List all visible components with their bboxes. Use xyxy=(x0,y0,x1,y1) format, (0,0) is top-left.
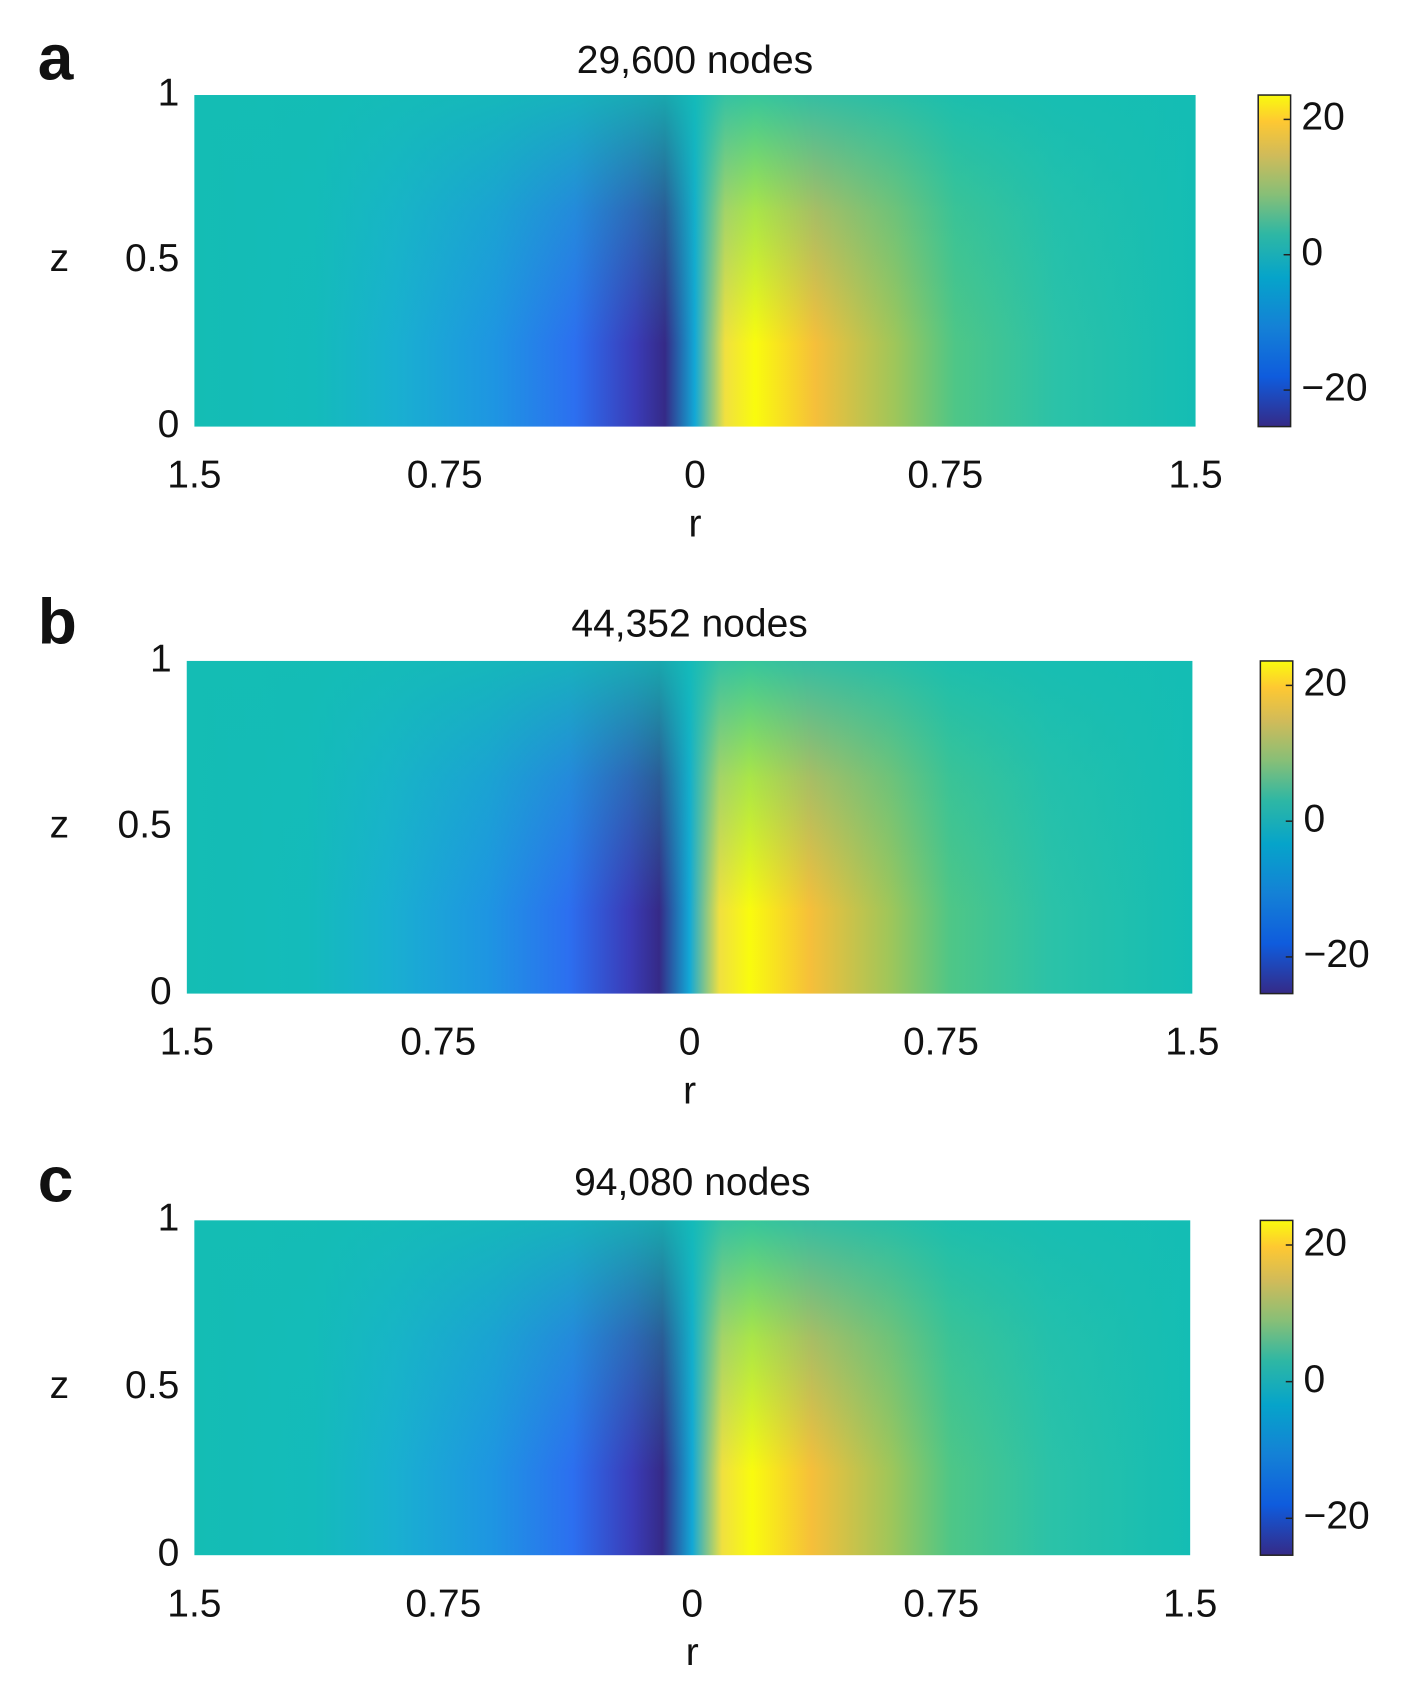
y-tick-label: 0 xyxy=(158,403,180,446)
x-tick-label: 0.75 xyxy=(907,454,983,497)
colorbar xyxy=(1259,660,1294,995)
x-tick-label: 0.75 xyxy=(400,1021,476,1064)
panel-letter: b xyxy=(38,585,77,657)
chart-title: 44,352 nodes xyxy=(571,603,807,646)
x-tick-label: 0 xyxy=(684,454,706,497)
x-tick-label: 1.5 xyxy=(1168,454,1222,497)
panel-letter: c xyxy=(38,1144,74,1216)
y-tick-label: 1 xyxy=(158,71,180,114)
x-tick-label: 1.5 xyxy=(160,1021,214,1064)
x-axis-label: r xyxy=(683,1069,696,1112)
x-axis-label: r xyxy=(688,502,701,545)
y-tick-label: 0.5 xyxy=(125,237,179,280)
x-tick-label: 0.75 xyxy=(407,454,483,497)
y-tick-label: 1 xyxy=(158,1197,180,1240)
x-tick-label: 0 xyxy=(679,1021,701,1064)
x-tick-label: 1.5 xyxy=(167,454,221,497)
chart-title: 29,600 nodes xyxy=(577,39,813,82)
contour-fade xyxy=(194,1220,1191,1556)
y-tick-label: 0.5 xyxy=(125,1364,179,1407)
colorbar-tick-label: −20 xyxy=(1301,366,1367,409)
panel-letter: a xyxy=(38,22,74,94)
x-tick-label: 0.75 xyxy=(405,1582,481,1625)
x-tick-label: 1.5 xyxy=(167,1582,221,1625)
colorbar-tick-label: 20 xyxy=(1304,662,1347,705)
x-tick-label: 0.75 xyxy=(903,1021,979,1064)
contour-fade xyxy=(186,660,1193,994)
x-tick-label: 1.5 xyxy=(1165,1021,1219,1064)
y-tick-label: 0 xyxy=(150,970,172,1013)
colorbar xyxy=(1259,1219,1294,1556)
x-tick-label: 0.75 xyxy=(903,1582,979,1625)
colorbar-tick-label: 20 xyxy=(1301,96,1344,139)
x-tick-label: 0 xyxy=(681,1582,703,1625)
y-tick-label: 0 xyxy=(158,1531,180,1574)
x-axis-label: r xyxy=(686,1631,699,1674)
colorbar-tick-label: 0 xyxy=(1304,797,1326,840)
x-tick-label: 1.5 xyxy=(1163,1582,1217,1625)
y-axis-label: z xyxy=(50,1364,70,1407)
colorbar xyxy=(1257,94,1292,428)
colorbar-tick-label: 20 xyxy=(1304,1221,1347,1264)
y-tick-label: 0.5 xyxy=(118,804,172,847)
chart-title: 94,080 nodes xyxy=(574,1161,810,1204)
colorbar-tick-label: −20 xyxy=(1304,933,1370,976)
y-axis-label: z xyxy=(50,804,70,847)
colorbar-tick-label: 0 xyxy=(1301,231,1323,274)
colorbar-tick-label: −20 xyxy=(1304,1495,1370,1538)
y-axis-label: z xyxy=(50,237,70,280)
y-tick-label: 1 xyxy=(150,637,172,680)
colorbar-tick-label: 0 xyxy=(1304,1358,1326,1401)
contour-fade xyxy=(194,95,1196,427)
